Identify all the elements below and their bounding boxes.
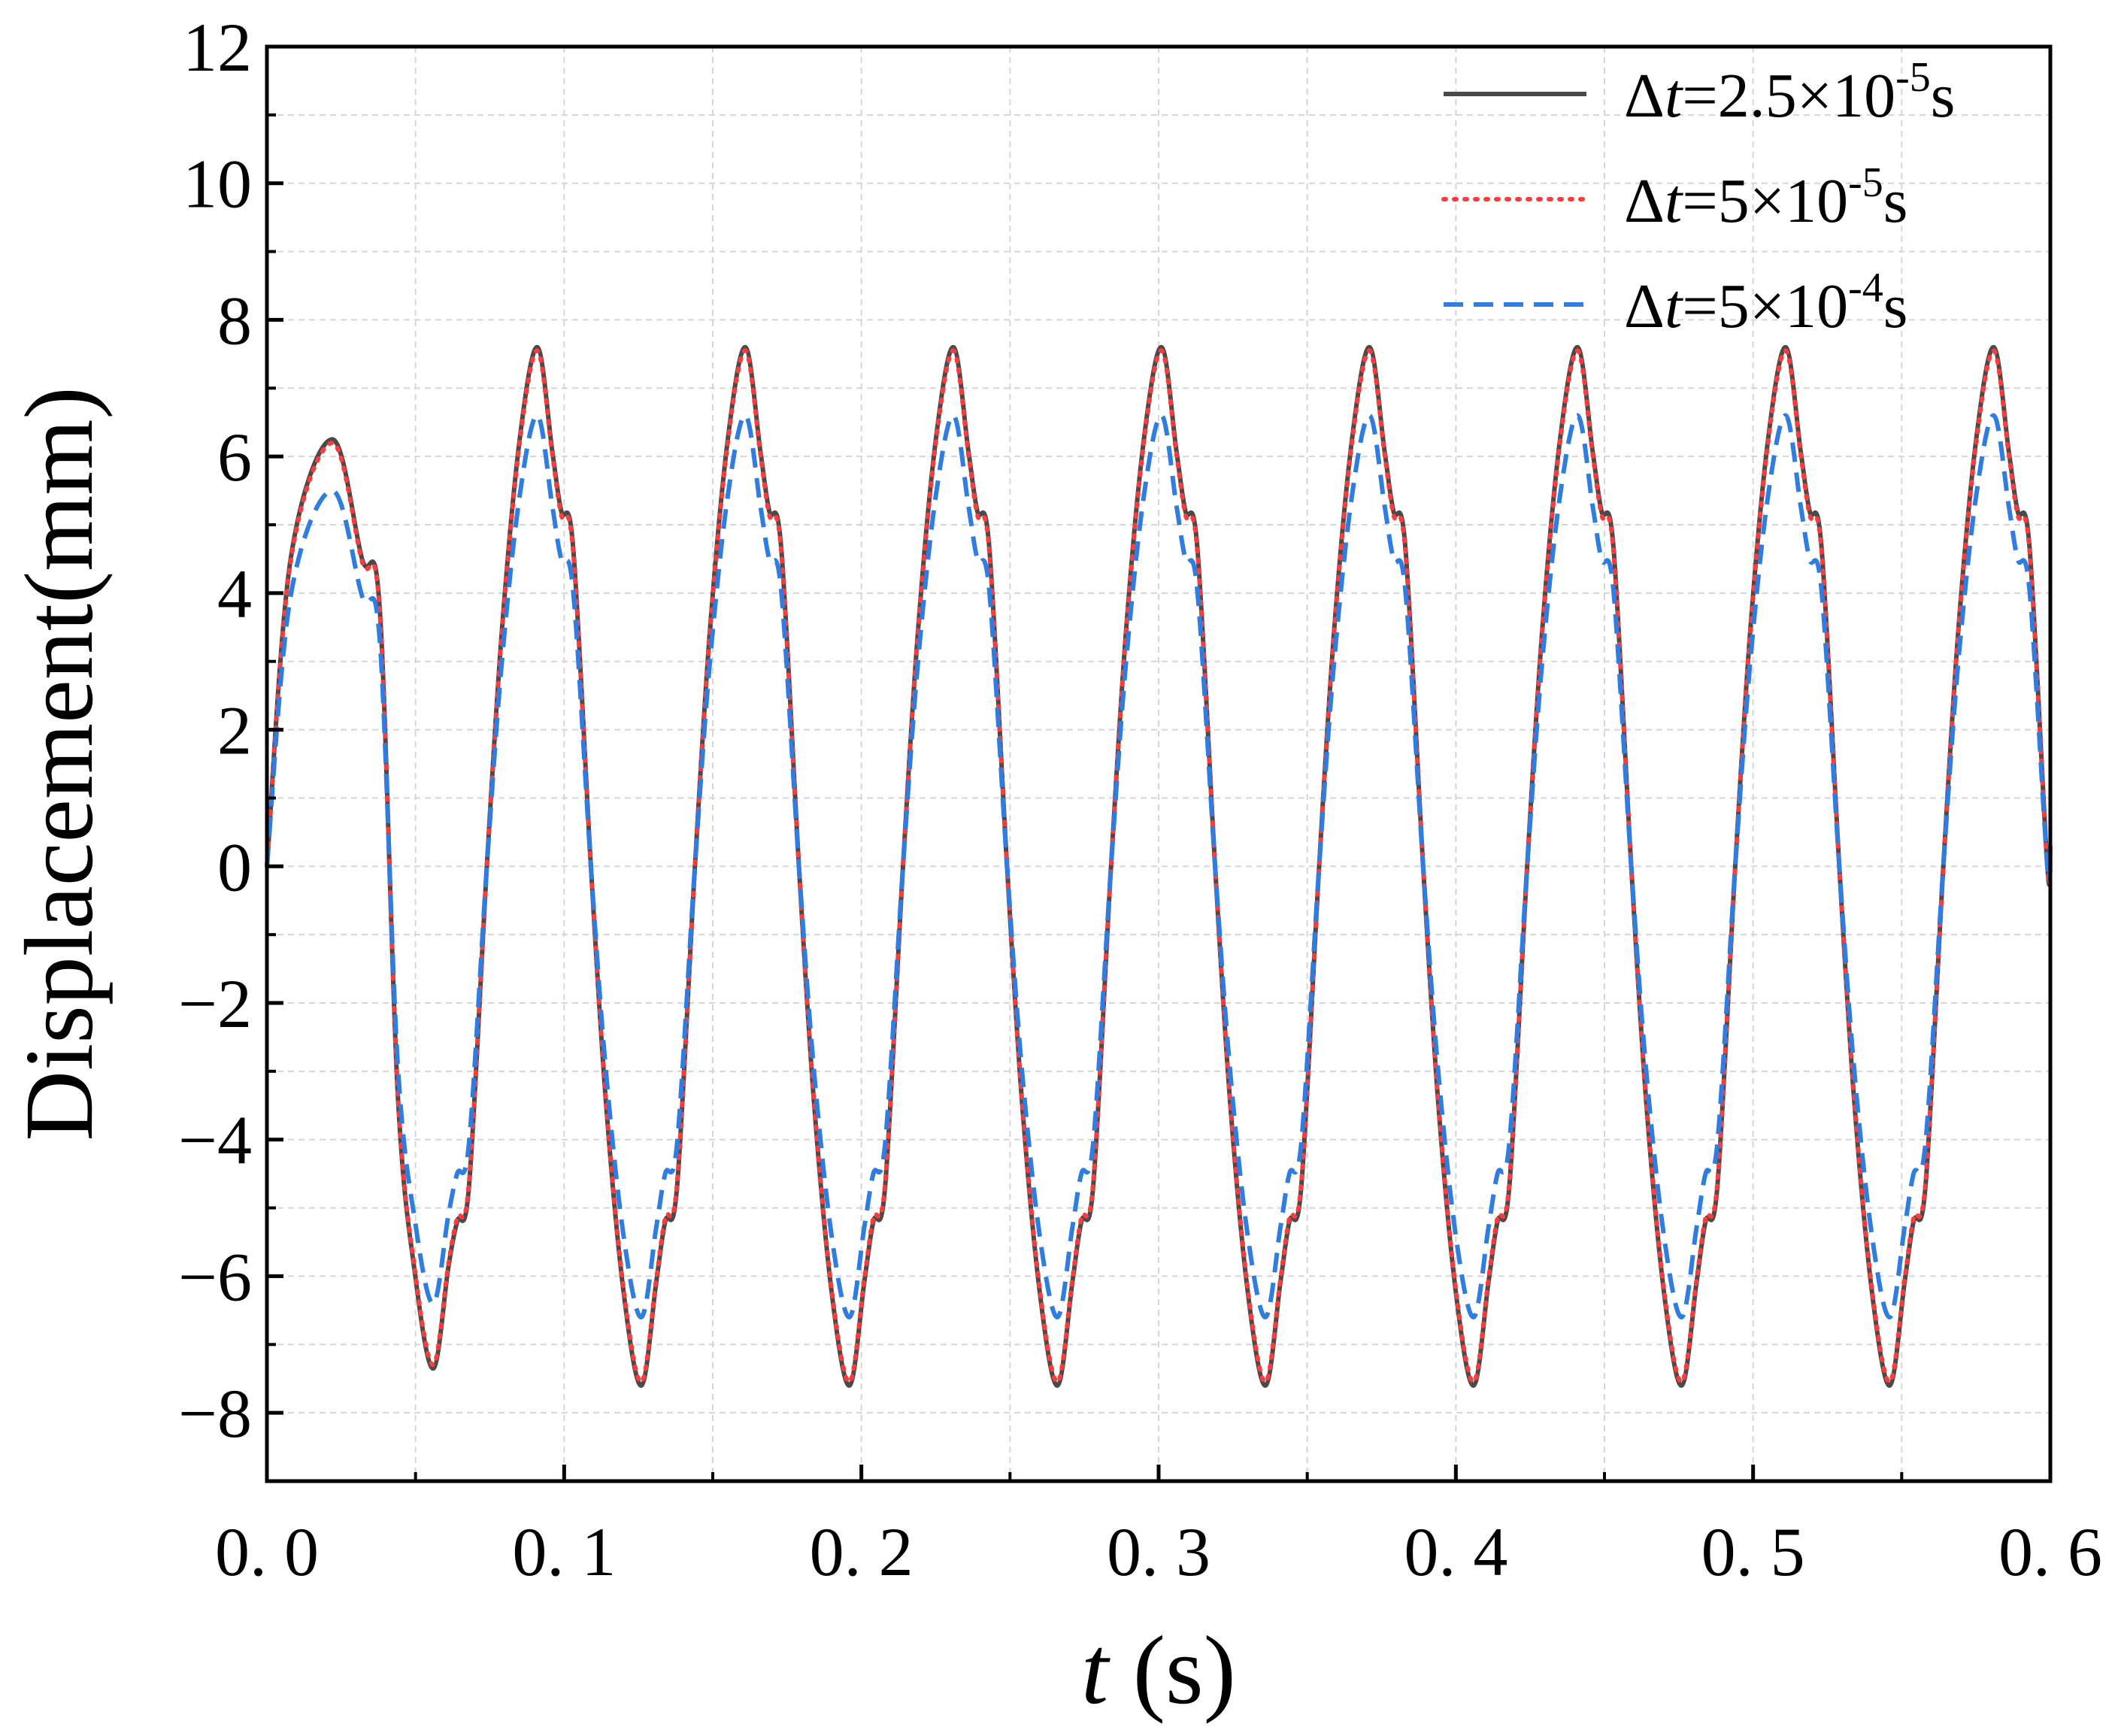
- x-tick-label: 0. 4: [1404, 1513, 1507, 1590]
- y-tick-label: −4: [178, 1102, 252, 1179]
- axis-ticks: 0. 0 0. 1 0. 2 0. 3 0. 4 0. 5 0. 6 12 10 8 6 4 2 0 −2 −…: [178, 9, 2102, 1590]
- legend-label-3: Δt=5×10-4s: [1624, 265, 1907, 341]
- y-tick-label: 6: [217, 419, 252, 495]
- x-tick-label: 0. 3: [1107, 1513, 1210, 1590]
- series-line-2: [265, 348, 2053, 1385]
- y-tick-label: 2: [217, 692, 252, 769]
- legend-label-2: Δt=5×10-5s: [1624, 159, 1907, 236]
- legend-label-1: Δt=2.5×10-5s: [1624, 54, 1955, 131]
- series-lines: [265, 344, 2053, 1388]
- y-tick-label: 8: [217, 282, 252, 359]
- y-tick-label: 0: [217, 829, 252, 905]
- x-tick-label: 0. 0: [215, 1513, 319, 1590]
- x-axis-title-unit: (s): [1108, 1616, 1236, 1725]
- x-tick-label: 0. 1: [512, 1513, 616, 1590]
- x-tick-label: 0. 5: [1701, 1513, 1805, 1590]
- grid-lines: [267, 47, 2050, 1482]
- x-axis-title-var: t: [1081, 1616, 1110, 1725]
- series-line-3: [265, 413, 2053, 1319]
- y-tick-label: 4: [217, 556, 252, 632]
- y-tick-label: −2: [178, 965, 252, 1042]
- y-tick-label: 12: [183, 9, 252, 86]
- x-tick-label: 0. 2: [810, 1513, 914, 1590]
- y-axis-title: Displacement(mm): [5, 386, 114, 1141]
- x-tick-label: 0. 6: [1998, 1513, 2102, 1590]
- y-tick-label: 10: [183, 146, 252, 223]
- x-axis-title: t (s): [1081, 1616, 1236, 1725]
- y-tick-label: −8: [178, 1375, 252, 1452]
- y-tick-label: −6: [178, 1238, 252, 1315]
- legend: Δt=2.5×10-5s Δt=5×10-5s Δt=5×10-4s: [1441, 54, 1955, 341]
